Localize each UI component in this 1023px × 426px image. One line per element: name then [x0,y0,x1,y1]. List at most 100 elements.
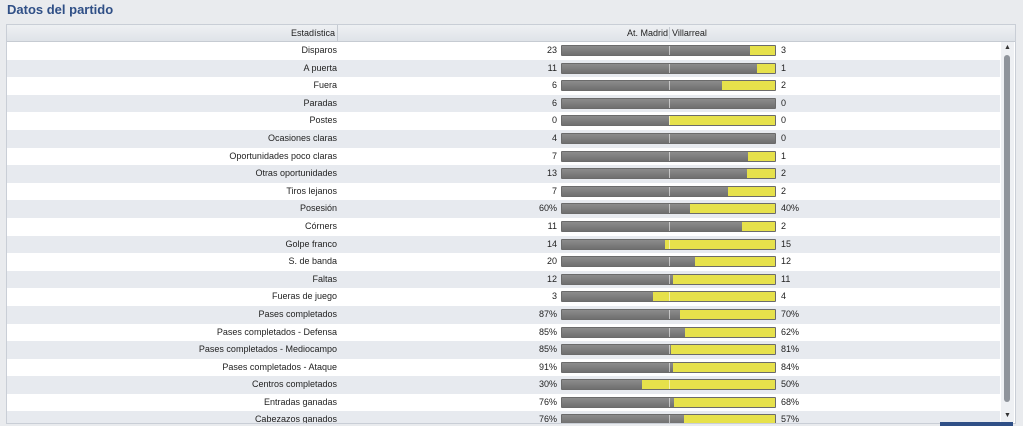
bar-midline [669,151,670,161]
stat-label: Faltas [312,273,337,284]
stat-label: S. de banda [288,256,337,267]
home-share-fill [562,380,642,390]
stat-label: Paradas [303,97,337,108]
stat-label: A puerta [303,62,337,73]
table-row[interactable]: Fuera 6 2 [7,77,1000,95]
column-header-stat[interactable]: Estadística [7,25,338,41]
away-value: 15 [781,238,792,249]
table-row[interactable]: Fueras de juego 3 4 [7,288,1000,306]
scroll-down-icon[interactable]: ▼ [1004,412,1011,419]
stat-label: Otras oportunidades [255,168,337,179]
home-value: 7 [551,185,557,196]
away-value: 4 [781,291,787,302]
stat-label: Disparos [301,45,337,55]
table-row[interactable]: Posesión 60% 40% [7,200,1000,218]
home-share-fill [562,186,728,196]
bar-midline [669,380,670,390]
home-value: 76% [538,396,557,407]
comparison-bar [561,344,776,356]
table-row[interactable]: Oportunidades poco claras 7 1 [7,148,1000,166]
header-divider [669,27,670,39]
comparison-bar [561,291,776,303]
scroll-thumb[interactable] [1004,55,1010,402]
home-value: 60% [538,203,557,214]
table-row[interactable]: Faltas 12 11 [7,270,1000,289]
home-share-fill [562,116,669,126]
away-value: 2 [781,220,787,231]
column-header-away[interactable]: Villarreal [672,28,707,38]
stat-label: Postes [309,115,337,126]
scroll-up-icon[interactable]: ▲ [1004,44,1011,51]
home-value: 11 [547,62,557,73]
home-share-fill [562,133,775,143]
home-value: 6 [551,97,557,108]
stat-label: Tiros lejanos [286,185,337,196]
table-row[interactable]: Paradas 6 0 [7,94,1000,113]
away-value: 1 [781,150,787,161]
table-row[interactable]: Pases completados - Defensa 85% 62% [7,324,1000,342]
comparison-bar [561,168,776,180]
stat-label: Golpe franco [285,238,337,249]
table-row[interactable]: Postes 0 0 [7,112,1000,130]
table-row[interactable]: Pases completados - Mediocampo 85% 81% [7,341,1000,359]
home-share-fill [562,221,743,231]
home-value: 3 [551,291,557,302]
home-value: 6 [551,80,557,91]
table-row[interactable]: Entradas ganadas 76% 68% [7,394,1000,412]
stat-label: Fuera [313,80,337,91]
scrollbar[interactable]: ▲ ▼ [1001,42,1014,422]
table-row[interactable]: Pases completados - Ataque 91% 84% [7,359,1000,377]
comparison-bar [561,308,776,320]
table-row[interactable]: Ocasiones claras 4 0 [7,129,1000,148]
away-value: 68% [781,396,800,407]
away-value: 3 [781,45,787,55]
away-value: 1 [781,62,787,73]
home-share-fill [562,239,665,249]
table-row[interactable]: Pases completados 87% 70% [7,305,1000,324]
home-value: 20 [546,256,557,267]
comparison-bar [561,361,776,373]
stat-label: Pases completados - Ataque [222,361,337,372]
table-row[interactable]: Córners 11 2 [7,218,1000,236]
table-row[interactable]: S. de banda 20 12 [7,253,1000,271]
bar-midline [669,169,670,179]
home-share-fill [562,292,654,302]
bar-midline [669,292,670,302]
home-value: 14 [546,238,557,249]
bar-midline [669,345,670,355]
home-share-fill [562,345,672,355]
away-value: 40% [781,203,800,214]
bar-midline [669,116,670,126]
stat-label: Oportunidades poco claras [229,150,337,161]
table-row[interactable]: Centros completados 30% 50% [7,376,1000,394]
home-value: 11 [547,220,557,231]
bar-midline [669,81,670,91]
home-value: 4 [551,132,557,143]
bar-midline [669,133,670,143]
bar-midline [669,98,670,108]
away-value: 62% [781,326,800,337]
table-row[interactable]: Cabezazos ganados 76% 57% [7,411,1000,423]
column-header-home[interactable]: At. Madrid [626,28,668,38]
stat-label: Pases completados [258,308,337,319]
stat-label: Posesión [299,203,337,214]
away-value: 0 [781,97,787,108]
home-share-fill [562,362,673,372]
home-value: 87% [538,308,557,319]
home-share-fill [562,98,775,108]
table-row[interactable]: Otras oportunidades 13 2 [7,165,1000,183]
table-row[interactable]: A puerta 11 1 [7,59,1000,78]
table-row[interactable]: Tiros lejanos 7 2 [7,183,1000,201]
away-value: 11 [781,273,791,284]
comparison-bar [561,273,776,285]
comparison-bar [561,132,776,144]
home-value: 85% [538,344,557,355]
home-share-fill [562,46,751,55]
corner-accent [940,422,1013,426]
table-row[interactable]: Golpe franco 14 15 [7,235,1000,254]
bar-midline [669,46,670,55]
comparison-bar [561,326,776,338]
comparison-bar [561,97,776,109]
stats-list: Disparos 23 3 A puerta 11 1 Fuera 6 2 Paradas 6 0 Po… [7,42,1000,423]
table-row[interactable]: Disparos 23 3 [7,42,1000,60]
